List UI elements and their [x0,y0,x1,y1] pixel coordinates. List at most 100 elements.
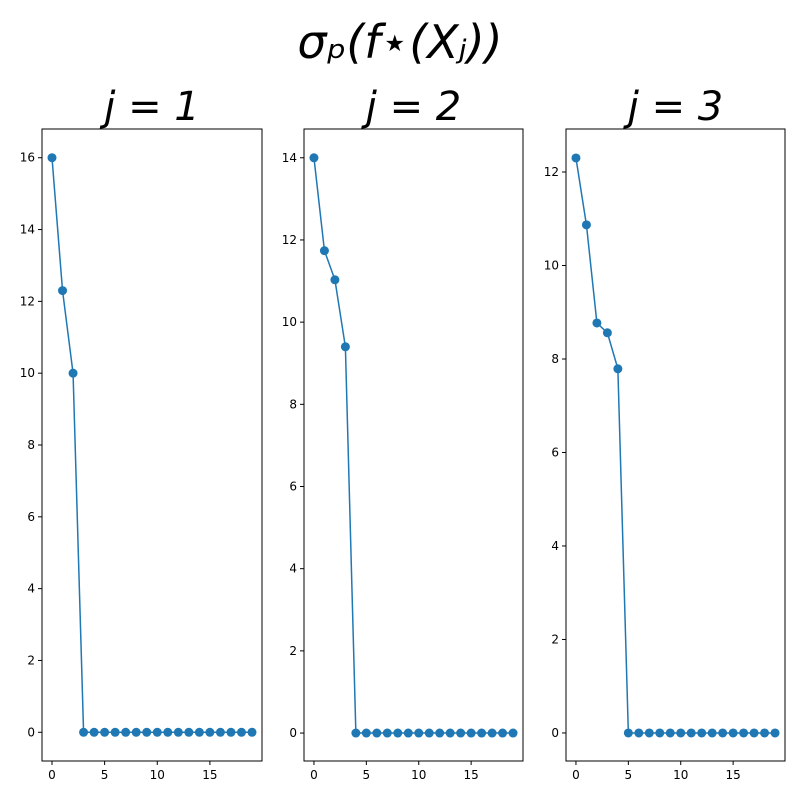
point [205,727,215,737]
point [665,728,675,738]
series-line [51,157,252,734]
x-tick-label: 5 [101,768,109,782]
point [602,328,612,338]
point [152,727,162,737]
point [121,727,131,737]
point [393,728,403,738]
point [456,728,466,738]
y-tick-label: 2 [27,653,35,667]
y-tick-label: 8 [289,397,297,411]
series-line [313,157,514,734]
point [226,727,236,737]
point [236,727,246,737]
y-tick-label: 4 [27,582,35,596]
point [718,728,728,738]
axes-frame [41,128,263,762]
point [58,286,68,296]
point [215,727,225,737]
point [309,153,319,163]
subplot-title: j = 1 [99,84,200,130]
point [194,727,204,737]
point [770,728,780,738]
y-tick-label: 0 [551,726,559,740]
point [79,727,89,737]
point [739,728,749,738]
point [47,153,57,163]
point [319,246,329,256]
figure-title: σₚ(f⋆(Xⱼ)) [297,15,502,69]
point [414,728,424,738]
axes-frame [565,128,786,762]
point [634,728,644,738]
x-tick-label: 10 [411,768,426,782]
y-tick-label: 6 [27,510,35,524]
point [184,727,194,737]
point [728,728,738,738]
x-tick-label: 10 [673,768,688,782]
y-tick-label: 14 [282,151,297,165]
y-tick-label: 4 [289,562,297,576]
x-tick-label: 5 [363,768,371,782]
point [142,727,152,737]
point [508,728,518,738]
point [466,728,476,738]
y-tick-label: 8 [27,438,35,452]
point [68,368,78,378]
point [477,728,487,738]
point [340,342,350,352]
y-tick-label: 2 [551,632,559,646]
point [435,728,445,738]
point [760,728,770,738]
point [110,727,120,737]
point [697,728,707,738]
x-tick-label: 10 [150,768,165,782]
point [676,728,686,738]
point [351,728,361,738]
point [163,727,173,737]
x-tick-label: 15 [463,768,478,782]
point [644,728,654,738]
x-tick-label: 0 [48,768,56,782]
y-tick-label: 8 [551,352,559,366]
x-tick-label: 0 [310,768,318,782]
y-tick-label: 6 [551,445,559,459]
x-tick-label: 15 [202,768,217,782]
point [131,727,141,737]
y-tick-label: 12 [544,165,559,179]
y-tick-label: 2 [289,644,297,658]
y-tick-label: 10 [20,366,35,380]
point [382,728,392,738]
y-tick-label: 6 [289,480,297,494]
y-tick-label: 0 [289,726,297,740]
point [707,728,717,738]
y-tick-label: 12 [20,294,35,308]
point [749,728,759,738]
point [592,318,602,328]
point [655,728,665,738]
x-tick-label: 5 [625,768,633,782]
point [173,727,183,737]
subplot-title: j = 3 [623,84,724,130]
point [100,727,110,737]
point [247,727,257,737]
y-tick-label: 14 [20,223,35,237]
point [330,275,340,285]
axes-frame [303,128,524,762]
point [571,153,581,163]
subplot-title: j = 2 [361,84,462,130]
point [581,220,591,230]
point [361,728,371,738]
series-line [575,157,776,734]
y-tick-label: 4 [551,539,559,553]
point [487,728,497,738]
y-tick-label: 10 [544,258,559,272]
point [623,728,633,738]
y-tick-label: 12 [282,233,297,247]
x-tick-label: 15 [725,768,740,782]
y-tick-label: 16 [20,151,35,165]
y-tick-label: 10 [282,315,297,329]
point [686,728,696,738]
point [89,727,99,737]
point [424,728,434,738]
